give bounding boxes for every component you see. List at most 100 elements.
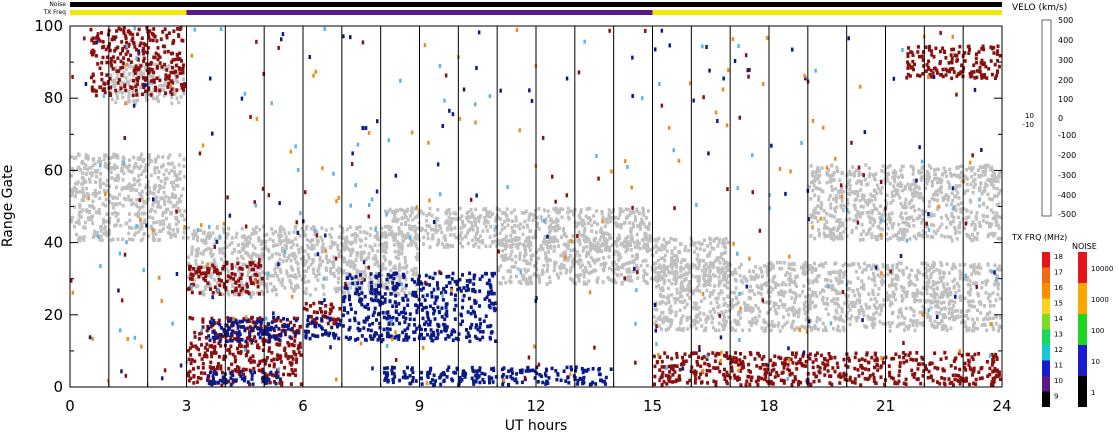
scatter-cell-3-398 bbox=[604, 261, 608, 266]
scatter-cell-4-1008 bbox=[851, 289, 855, 293]
scatter-cell-4-591 bbox=[791, 308, 795, 313]
scatter-cell-5-22 bbox=[950, 214, 954, 218]
scatter-cell-5-734 bbox=[885, 172, 889, 176]
scatter-cell-4-1029 bbox=[811, 300, 814, 305]
scatter-cell-2-286 bbox=[437, 240, 441, 245]
scatter-cell-1-697 bbox=[364, 265, 368, 270]
scatter-cell-2-125 bbox=[400, 222, 404, 226]
scatter-cell-4-69 bbox=[824, 261, 828, 265]
scatter-cell-4-1149 bbox=[764, 283, 768, 288]
scatter-cell-3-487 bbox=[584, 269, 588, 274]
scatter-cell-4-373 bbox=[891, 267, 895, 272]
scatter-cell-5-712 bbox=[974, 215, 978, 219]
scatter-cell-3-90 bbox=[652, 277, 656, 281]
scatter-cell-5-307 bbox=[856, 179, 860, 183]
scatter-cell-7-9 bbox=[241, 286, 244, 291]
scatter-cell-6-110 bbox=[118, 84, 122, 88]
scatter-cell-0-176 bbox=[183, 209, 187, 213]
scatter-cell-4-674 bbox=[653, 307, 657, 312]
scatter-cell-4-215 bbox=[964, 324, 968, 329]
scatter-cell-4-310 bbox=[778, 298, 782, 303]
scatter-cell-2-407 bbox=[642, 213, 646, 218]
scatter-cell-3-87 bbox=[726, 268, 730, 272]
scatter-cell-3-239 bbox=[497, 265, 501, 270]
scatter-cell-3-563 bbox=[717, 240, 721, 245]
scatter-cell-0-521 bbox=[176, 229, 180, 234]
scatter-cell-4-1142 bbox=[901, 297, 905, 301]
scatter-cell-4-578 bbox=[973, 326, 977, 330]
scatter-cell-2-243 bbox=[588, 206, 592, 211]
scatter-cell-0-503 bbox=[73, 188, 77, 193]
scatter-cell-1-427 bbox=[324, 266, 328, 270]
scatter-cell-5-442 bbox=[899, 201, 903, 206]
scatter-cell-4-949 bbox=[801, 290, 805, 294]
scatter-cell-5-384 bbox=[859, 204, 863, 209]
scatter-cell-4-965 bbox=[926, 299, 930, 303]
scatter-cell-5-302 bbox=[861, 205, 865, 209]
scatter-cell-5-243 bbox=[924, 231, 928, 235]
scatter-cell-5-613 bbox=[985, 183, 989, 188]
scatter-cell-2-487 bbox=[581, 219, 585, 223]
scatter-cell-0-401 bbox=[102, 188, 106, 193]
scatter-cell-1-805 bbox=[195, 253, 199, 257]
scatter-cell-3-393 bbox=[500, 242, 504, 247]
scatter-cell-4-1152 bbox=[793, 300, 796, 305]
scatter-cell-1-22 bbox=[259, 289, 263, 294]
scatter-cell-3-343 bbox=[706, 244, 710, 248]
scatter-cell-5-283 bbox=[882, 219, 886, 223]
scatter-cell-1-594 bbox=[314, 287, 318, 292]
scatter-cell-0-144 bbox=[71, 167, 75, 171]
scatter-cell-2-536 bbox=[556, 224, 560, 228]
scatter-cell-0-314 bbox=[157, 170, 161, 174]
scatter-cell-4-257 bbox=[968, 279, 972, 283]
scatter-cell-3-520 bbox=[563, 250, 567, 254]
scatter-cell-1-774 bbox=[336, 289, 339, 293]
scatter-cell-5-404 bbox=[982, 189, 985, 194]
scatter-cell-1-784 bbox=[381, 264, 385, 269]
scatter-cell-4-1156 bbox=[673, 270, 676, 274]
scatter-cell-3-429 bbox=[643, 235, 647, 240]
scatter-cell-4-890 bbox=[731, 298, 735, 302]
scatter-cell-4-635 bbox=[787, 262, 791, 266]
scatter-cell-2-440 bbox=[481, 238, 484, 243]
scatter-cell-3-540 bbox=[509, 280, 513, 285]
scatter-cell-2-65 bbox=[471, 238, 474, 243]
scatter-cell-2-247 bbox=[484, 224, 488, 229]
scatter-cell-4-1169 bbox=[821, 321, 825, 326]
scatter-cell-4-321 bbox=[730, 306, 734, 310]
scatter-cell-4-320 bbox=[862, 267, 866, 272]
scatter-cell-5-526 bbox=[965, 216, 969, 220]
scatter-cell-5-627 bbox=[941, 173, 945, 177]
scatter-cell-0-125 bbox=[169, 180, 173, 185]
scatter-cell-5-562 bbox=[934, 189, 938, 194]
scatter-cell-1-210 bbox=[265, 282, 269, 286]
scatter-cell-4-212 bbox=[963, 262, 967, 267]
scatter-cell-4-408 bbox=[708, 294, 712, 299]
scatter-cell-4-1221 bbox=[921, 323, 925, 327]
scatter-cell-6-68 bbox=[151, 75, 155, 79]
scatter-cell-0-67 bbox=[108, 156, 112, 161]
scatter-cell-5-623 bbox=[809, 180, 813, 184]
scatter-cell-4-195 bbox=[900, 294, 904, 298]
scatter-cell-4-671 bbox=[754, 321, 758, 326]
scatter-cell-5-533 bbox=[847, 180, 851, 184]
scatter-cell-4-876 bbox=[813, 326, 817, 331]
scatter-cell-5-124 bbox=[975, 217, 979, 221]
scatter-cell-1-795 bbox=[319, 235, 323, 240]
scatter-cell-3-559 bbox=[670, 256, 674, 260]
scatter-cell-2-109 bbox=[474, 242, 478, 246]
scatter-cell-0-422 bbox=[115, 174, 119, 178]
scatter-cell-1-301 bbox=[288, 279, 292, 283]
scatter-cell-4-213 bbox=[838, 275, 842, 279]
scatter-cell-1-239 bbox=[376, 264, 380, 268]
scatter-cell-2-368 bbox=[484, 207, 487, 211]
scatter-cell-5-418 bbox=[970, 232, 974, 237]
scatter-cell-3-182 bbox=[609, 236, 613, 240]
scatter-cell-5-166 bbox=[810, 220, 814, 225]
scatter-cell-5-738 bbox=[822, 216, 826, 221]
scatter-cell-1-543 bbox=[245, 251, 249, 255]
scatter-cell-0-446 bbox=[78, 235, 82, 240]
scatter-cell-5-218 bbox=[910, 198, 914, 203]
scatter-cell-1-177 bbox=[411, 239, 415, 244]
scatter-cell-3-550 bbox=[545, 269, 549, 274]
